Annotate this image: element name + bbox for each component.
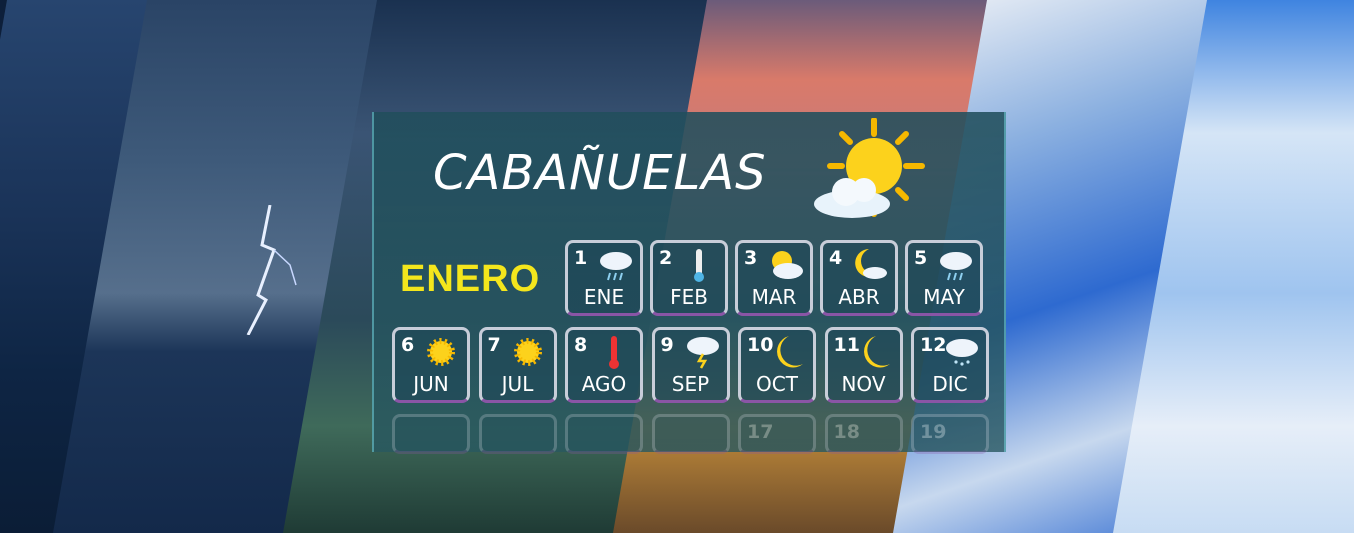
calendar-day-11: 11 NOV bbox=[824, 327, 903, 403]
day-number: 11 bbox=[833, 334, 860, 356]
day-number: 6 bbox=[401, 334, 415, 356]
faded-calendar-day: 19 bbox=[911, 414, 989, 454]
faded-calendar-day: 17 bbox=[738, 414, 816, 454]
calendar-day-4: 4 ABR bbox=[820, 240, 898, 316]
lightning-bolt-icon bbox=[246, 205, 297, 335]
day-number: 12 bbox=[920, 334, 947, 356]
day-number: 17 bbox=[747, 421, 774, 443]
faded-calendar-day bbox=[392, 414, 470, 454]
faded-calendar-day bbox=[565, 414, 643, 454]
cloud-lightning-icon bbox=[686, 337, 719, 369]
day-number: 1 bbox=[574, 247, 588, 269]
month-label: ABR bbox=[838, 285, 880, 309]
month-label: NOV bbox=[841, 372, 886, 396]
faded-calendar-day bbox=[651, 414, 730, 454]
month-label: AGO bbox=[581, 372, 627, 396]
moon-cloud-icon bbox=[855, 249, 887, 279]
day-number: 7 bbox=[487, 334, 501, 356]
thermometer-cold-icon bbox=[694, 249, 704, 282]
calendar-day-8: 8 AGO bbox=[565, 327, 643, 403]
title: CABAÑUELAS bbox=[433, 145, 767, 201]
calendar-day-9: 9 SEP bbox=[651, 327, 730, 403]
month-label: FEB bbox=[670, 285, 708, 309]
moon-icon bbox=[863, 336, 890, 368]
month-label: DIC bbox=[932, 372, 968, 396]
day-number: 19 bbox=[920, 421, 947, 443]
month-label: JUN bbox=[413, 372, 449, 396]
cloud-snow-icon bbox=[946, 339, 978, 366]
day-number: 9 bbox=[660, 334, 674, 356]
month-label: OCT bbox=[756, 372, 798, 396]
sun-behind-cloud-icon bbox=[772, 251, 803, 279]
sun-behind-cloud-icon bbox=[814, 118, 925, 218]
faded-calendar-day bbox=[478, 414, 557, 454]
calendar-day-5: 5 MAY bbox=[905, 240, 983, 316]
day-number: 5 bbox=[914, 247, 928, 269]
month-label: SEP bbox=[671, 372, 710, 396]
sun-icon bbox=[427, 338, 455, 366]
month-label: MAR bbox=[751, 285, 797, 309]
day-number: 18 bbox=[833, 421, 860, 443]
month-label: MAY bbox=[923, 285, 965, 309]
day-number: 10 bbox=[747, 334, 774, 356]
calendar-day-3: 3 MAR bbox=[735, 240, 813, 316]
calendar-day-7: 7 JUL bbox=[478, 327, 557, 403]
month-label: JUL bbox=[501, 372, 534, 396]
month-label: ENE bbox=[583, 285, 625, 309]
thermometer-hot-icon bbox=[609, 336, 619, 369]
faded-calendar-day: 18 bbox=[824, 414, 903, 454]
cloud-rain-icon bbox=[600, 252, 632, 281]
moon-icon bbox=[777, 336, 803, 368]
day-number: 4 bbox=[829, 247, 843, 269]
day-number: 2 bbox=[659, 247, 673, 269]
sun-icon bbox=[513, 338, 542, 366]
calendar-day-12: 12 DIC bbox=[911, 327, 989, 403]
cloud-rain-icon bbox=[940, 252, 972, 281]
calendar-day-1: 1 ENE bbox=[565, 240, 643, 316]
day-number: 3 bbox=[744, 247, 758, 269]
calendar-day-6: 6 JUN bbox=[392, 327, 470, 403]
month-heading: ENERO bbox=[400, 258, 541, 300]
calendar-day-2: 2 FEB bbox=[650, 240, 728, 316]
calendar-day-10: 10 OCT bbox=[738, 327, 816, 403]
day-number: 8 bbox=[574, 334, 588, 356]
